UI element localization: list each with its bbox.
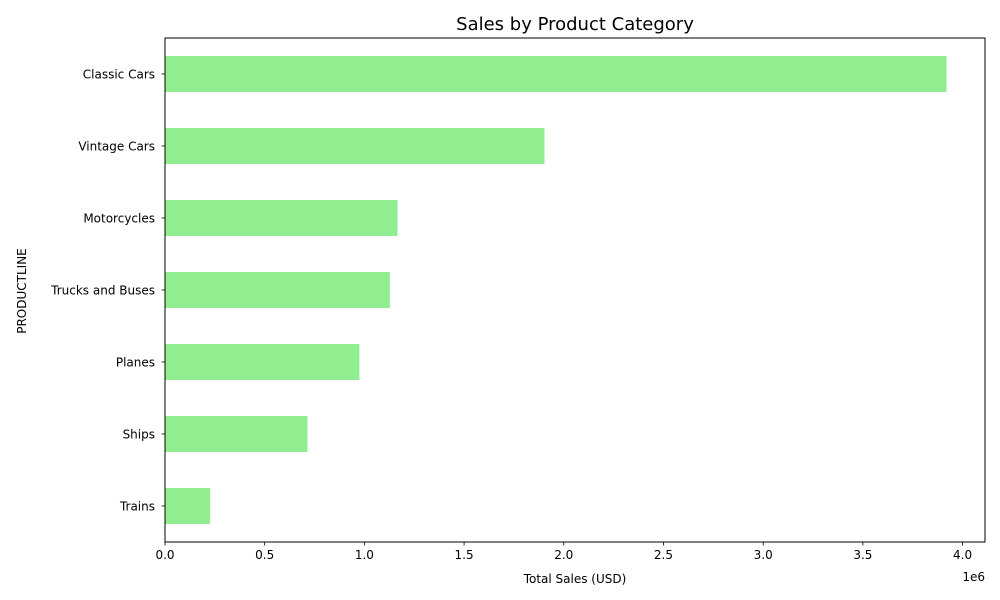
x-axis-offset-label: 1e6 [962, 570, 985, 584]
x-tick-label: 0.5 [255, 548, 274, 562]
bar-planes [165, 344, 360, 380]
x-tick-label: 1.0 [355, 548, 374, 562]
y-tick-label: Trucks and Buses [50, 284, 155, 298]
x-axis-label: Total Sales (USD) [523, 572, 627, 586]
bars-layer [165, 56, 947, 524]
y-tick-label: Vintage Cars [78, 140, 155, 154]
bar-classic-cars [165, 56, 947, 92]
bar-ships [165, 416, 308, 452]
x-tick-label: 3.0 [754, 548, 773, 562]
y-tick-label: Planes [116, 356, 155, 370]
x-tick-label: 4.0 [953, 548, 972, 562]
bar-trains [165, 488, 211, 524]
y-tick-label: Classic Cars [83, 68, 155, 82]
y-tick-label: Ships [123, 428, 155, 442]
ticks-layer: Trains Ships Planes Trucks and Buses Motorcy… [50, 68, 972, 563]
bar-trucks-and-buses [165, 272, 390, 308]
y-tick-label: Motorcycles [83, 212, 155, 226]
chart-title: Sales by Product Category [456, 14, 694, 35]
x-tick-label: 2.5 [654, 548, 673, 562]
x-tick-label: 3.5 [853, 548, 872, 562]
y-axis-label: PRODUCTLINE [15, 248, 29, 334]
x-tick-label: 0.0 [155, 548, 174, 562]
bar-vintage-cars [165, 128, 545, 164]
bar-motorcycles [165, 200, 398, 236]
x-tick-label: 2.0 [554, 548, 573, 562]
x-tick-label: 1.5 [455, 548, 474, 562]
y-tick-label: Trains [119, 500, 155, 514]
